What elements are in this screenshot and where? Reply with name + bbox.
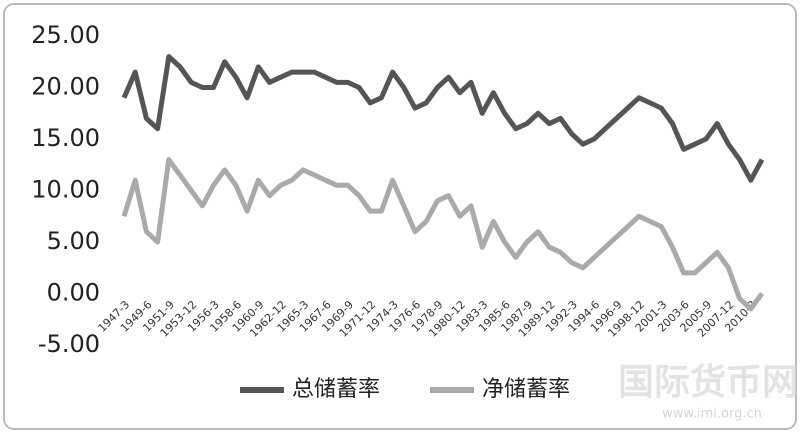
y-tick-label: 15.00 <box>31 124 100 152</box>
chart-frame <box>3 3 797 430</box>
watermark-url: www.imi.org.cn <box>662 407 762 422</box>
watermark: 国际货币网 <box>618 362 798 403</box>
y-tick-label: 0.00 <box>47 279 100 307</box>
y-tick-label: 5.00 <box>47 227 100 255</box>
legend-label: 总储蓄率 <box>292 377 380 402</box>
y-tick-label: 10.00 <box>31 176 100 204</box>
series-line <box>121 54 765 183</box>
y-tick-label: 20.00 <box>31 73 100 101</box>
series-line <box>121 157 765 312</box>
y-tick-label: 25.00 <box>31 21 100 49</box>
legend-label: 净储蓄率 <box>482 377 570 402</box>
y-tick-label: -5.00 <box>38 330 100 358</box>
